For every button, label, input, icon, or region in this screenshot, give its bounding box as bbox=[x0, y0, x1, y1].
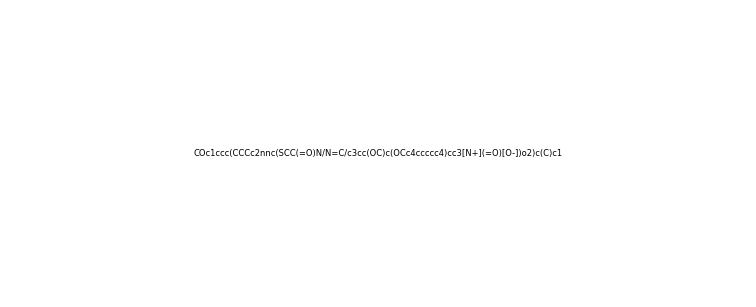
Text: COc1ccc(CCCc2nnc(SCC(=O)N/N=C/c3cc(OC)c(OCc4ccccc4)cc3[N+](=O)[O-])o2)c(C)c1: COc1ccc(CCCc2nnc(SCC(=O)N/N=C/c3cc(OC)c(… bbox=[194, 149, 562, 158]
